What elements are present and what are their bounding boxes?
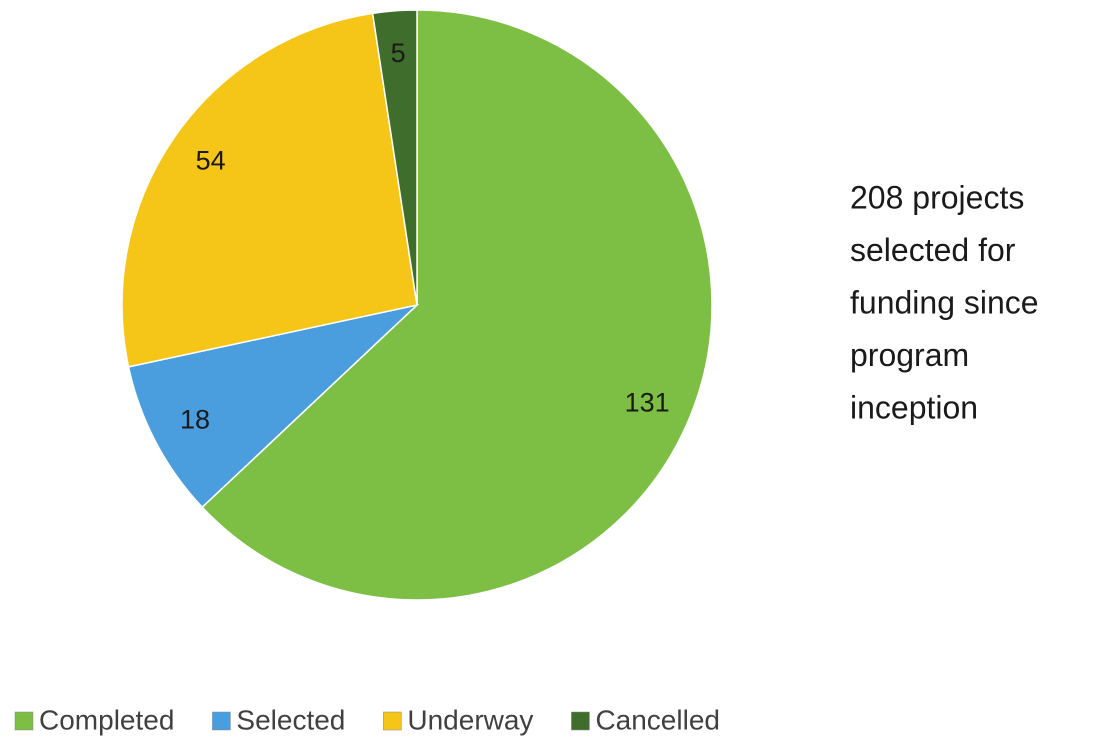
data-label: 131 (625, 388, 670, 418)
pie-slice (201, 9, 713, 601)
legend-label: Selected (236, 704, 345, 735)
legend-label: Completed (39, 704, 174, 735)
pie-slice (121, 12, 418, 368)
annotation-line: funding since (850, 284, 1039, 320)
annotation-line: selected for (850, 232, 1016, 268)
pie-slice (371, 9, 418, 306)
legend-swatch (571, 711, 590, 731)
data-label: 5 (391, 38, 406, 68)
annotation-line: 208 projects (850, 179, 1024, 215)
data-label: 18 (180, 405, 210, 435)
legend-swatch (212, 711, 231, 731)
legend-swatch (383, 711, 402, 731)
data-label: 54 (196, 146, 226, 176)
legend-label: Underway (407, 704, 533, 735)
annotation-line: inception (850, 389, 978, 425)
pie-slice (127, 303, 420, 509)
annotation-line: program (850, 337, 969, 373)
legend-swatch (14, 711, 34, 731)
legend-label: Cancelled (595, 704, 720, 735)
